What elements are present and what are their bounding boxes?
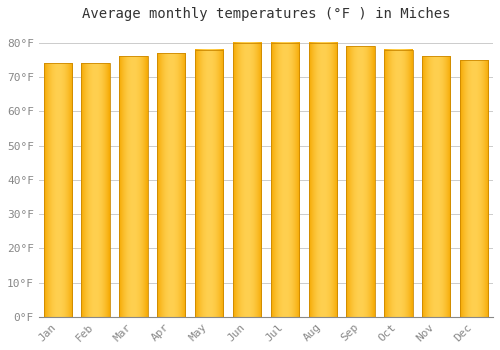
Bar xyxy=(460,60,488,317)
Bar xyxy=(157,53,186,317)
Bar xyxy=(233,43,261,317)
Title: Average monthly temperatures (°F ) in Miches: Average monthly temperatures (°F ) in Mi… xyxy=(82,7,450,21)
Bar xyxy=(44,63,72,317)
Bar xyxy=(82,63,110,317)
Bar xyxy=(119,56,148,317)
Bar xyxy=(384,50,412,317)
Bar xyxy=(422,56,450,317)
Bar xyxy=(195,50,224,317)
Bar xyxy=(308,43,337,317)
Bar xyxy=(346,46,375,317)
Bar xyxy=(270,43,299,317)
